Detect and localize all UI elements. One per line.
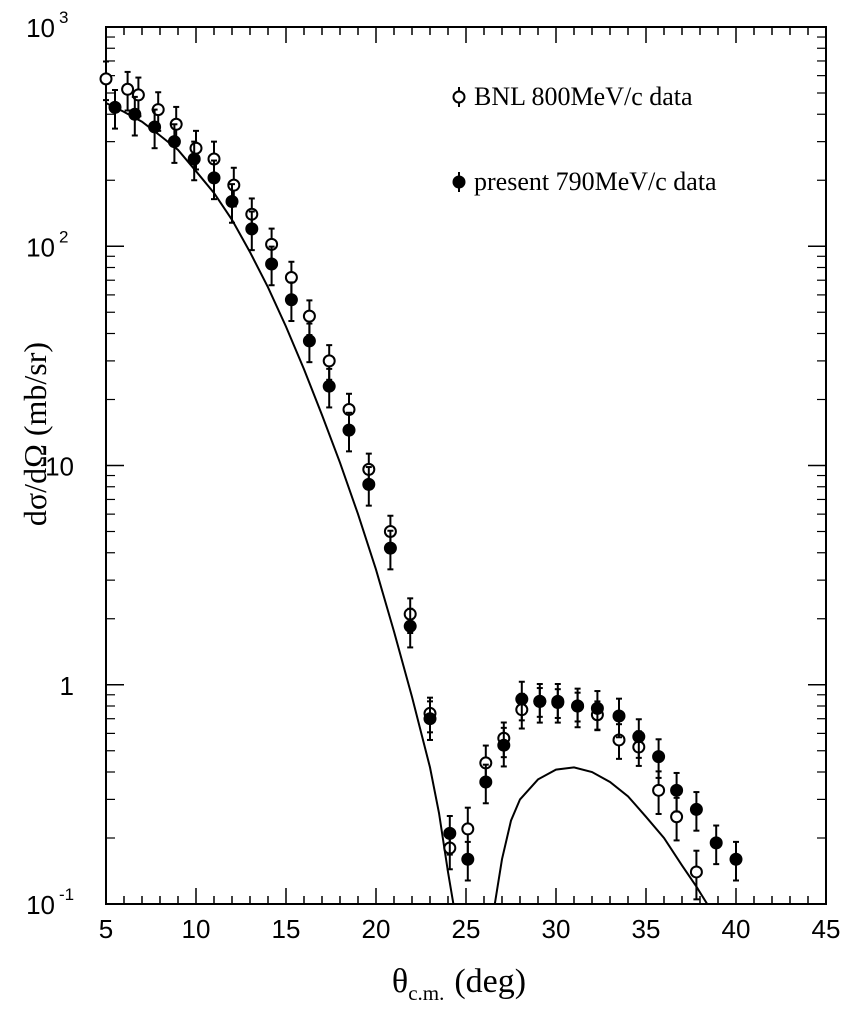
data-point-open [322,354,336,368]
data-point-filled [533,694,547,708]
data-point-filled [443,826,457,840]
x-axis-unit: (deg) [454,963,526,1000]
x-tick-label: 5 [99,914,113,944]
data-point-filled [729,852,743,866]
legend-label-bnl: BNL 800MeV/c data [474,82,693,111]
data-point-open [99,72,113,86]
data-point-filled [670,783,684,797]
data-point-filled [128,107,142,121]
x-tick-label: 25 [452,914,481,944]
x-tick-label: 20 [362,914,391,944]
legend-marker-open-circle [452,87,466,107]
legend-marker-filled-circle [452,172,466,192]
y-tick-base: 10 [45,452,74,482]
data-point-filled [590,701,604,715]
legend-item-present: present 790MeV/c data [452,167,717,196]
y-tick-base: 10 [26,232,55,262]
data-point-open [121,82,135,96]
data-point-filled [652,750,666,764]
data-point-filled [551,694,565,708]
data-point-filled [187,152,201,166]
data-point-filled [167,135,181,149]
y-tick-exponent: 3 [59,8,68,27]
x-tick-label: 15 [272,914,301,944]
series-present [108,89,743,882]
data-point-open [189,141,203,155]
theory-curve [105,102,709,905]
x-axis-title: θc.m. (deg) [392,963,526,1005]
x-axis-symbol: θ [392,963,408,1000]
legend-label-present: present 790MeV/c data [474,167,717,196]
data-point-filled [515,692,529,706]
legend-open-circle [452,90,466,104]
data-point-filled [265,257,279,271]
data-series [99,60,743,901]
axis-ticks [105,26,827,905]
y-tick-label: 10 -1 [26,885,74,920]
y-tick-label: 1 [60,671,74,701]
x-axis-subscript: c.m. [408,981,444,1005]
legend-item-bnl: BNL 800MeV/c data [452,82,693,111]
x-tick-label: 10 [182,914,211,944]
y-tick-label: 10 [45,452,74,482]
data-point-filled [322,379,336,393]
legend: BNL 800MeV/c data present 790MeV/c data [452,82,717,196]
y-tick-label: 10 3 [26,8,68,43]
y-tick-base: 1 [60,671,74,701]
data-point-filled [461,852,475,866]
data-point-open [461,822,475,836]
data-point-filled [225,194,239,208]
data-point-filled [709,836,723,850]
data-point-filled [148,120,162,134]
x-tick-label: 40 [722,914,751,944]
data-point-filled [302,334,316,348]
y-tick-exponent: 2 [59,227,68,246]
data-point-open [284,271,298,285]
data-point-filled [571,699,585,713]
y-tick-base: 10 [26,890,55,920]
data-point-open [689,865,703,879]
y-tick-label: 10 2 [26,227,68,262]
data-point-filled [383,541,397,555]
data-point-filled [689,802,703,816]
data-point-filled [207,171,221,185]
data-point-open [670,810,684,824]
data-point-filled [284,293,298,307]
data-point-filled [245,222,259,236]
data-point-filled [362,477,376,491]
data-point-filled [612,709,626,723]
x-tick-label: 30 [542,914,571,944]
y-tick-base: 10 [26,13,55,43]
data-point-filled [423,712,437,726]
data-point-filled [632,730,646,744]
data-point-filled [108,100,122,114]
y-axis-title: dσ/dΩ (mb/sr) [17,342,53,526]
data-point-filled [497,738,511,752]
data-point-filled [403,619,417,633]
data-point-open [652,783,666,797]
data-point-open [302,309,316,323]
data-point-filled [479,775,493,789]
x-tick-label: 35 [632,914,661,944]
x-tick-label: 45 [812,914,841,944]
data-point-filled [342,423,356,437]
legend-filled-circle [452,175,466,189]
y-tick-exponent: -1 [59,885,74,904]
x-tick-labels: 5 10 15 20 25 30 35 40 45 [99,914,841,944]
